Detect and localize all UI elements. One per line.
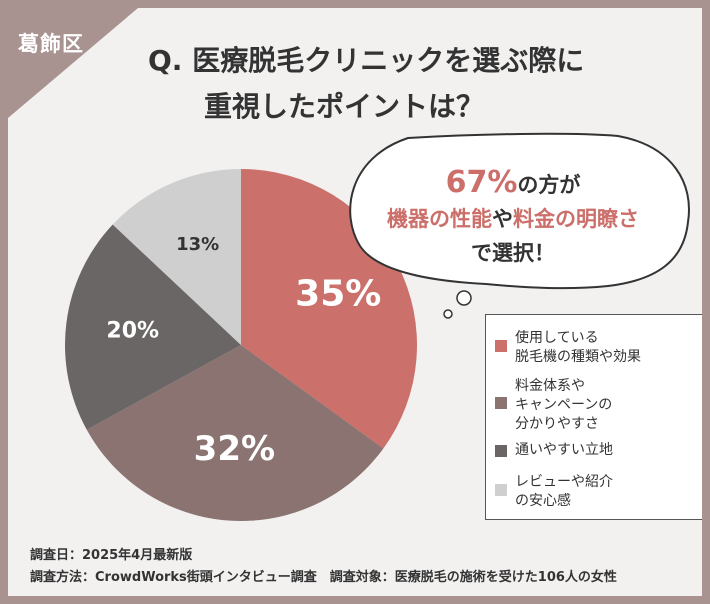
- survey-date: 調査日：2025年4月最新版: [30, 548, 193, 563]
- legend-item: 料金体系や キャンペーンの 分かりやすさ: [495, 377, 612, 434]
- callout-line3: で選択！: [471, 241, 555, 265]
- slice-label: 32%: [194, 429, 275, 469]
- title-line-2: 重視したポイントは？: [204, 90, 485, 123]
- callout-factor-1: 機器の性能: [387, 207, 492, 231]
- bubble-shape: [349, 132, 690, 290]
- speech-bubble: [349, 132, 690, 319]
- region-label: 葛飾区: [18, 32, 84, 56]
- legend-item: 通いやすい立地: [495, 441, 613, 460]
- pie-slice: [112, 169, 241, 345]
- title-line-1: Q. 医療脱毛クリニックを選ぶ際に: [148, 44, 585, 77]
- pie-slice: [86, 345, 384, 521]
- slice-label: 35%: [295, 273, 381, 314]
- slice-label: 20%: [106, 318, 159, 343]
- survey-method: 調査方法：CrowdWorks街頭インタビュー調査 調査対象：医療脱毛の施術を受…: [30, 570, 617, 585]
- legend-swatch: [495, 484, 507, 496]
- legend-item: 使用している 脱毛機の種類や効果: [495, 329, 641, 367]
- legend-item: レビューや紹介 の安心感: [495, 473, 613, 511]
- legend-swatch: [495, 445, 507, 457]
- callout-line1-rest: の方が: [517, 173, 581, 197]
- legend-label: 通いやすい立地: [515, 442, 613, 458]
- legend-label: 使用している 脱毛機の種類や効果: [515, 330, 641, 365]
- callout-factor-2: 料金の明瞭さ: [513, 207, 639, 231]
- legend-swatch: [495, 397, 507, 409]
- question-title: Q. 医療脱毛クリニックを選ぶ際に 重視したポイントは？: [148, 38, 702, 130]
- bubble-dot-1: [456, 290, 472, 306]
- bubble-dot-2: [443, 309, 453, 319]
- legend-label: 料金体系や キャンペーンの 分かりやすさ: [515, 378, 613, 432]
- pie-slice: [65, 224, 241, 430]
- slice-label: 13%: [176, 234, 219, 255]
- legend-label: レビューや紹介 の安心感: [515, 474, 613, 509]
- legend-swatch: [495, 340, 507, 352]
- callout-text: 67%の方が 機器の性能や料金の明瞭さ で選択！: [363, 166, 663, 270]
- callout-connector: や: [492, 207, 513, 231]
- legend: 使用している 脱毛機の種類や効果 料金体系や キャンペーンの 分かりやすさ 通い…: [485, 314, 702, 520]
- infographic-card: 葛飾区 Q. 医療脱毛クリニックを選ぶ際に 重視したポイントは？ 35% 32% 2…: [8, 8, 702, 596]
- callout-percent: 67%: [445, 165, 518, 200]
